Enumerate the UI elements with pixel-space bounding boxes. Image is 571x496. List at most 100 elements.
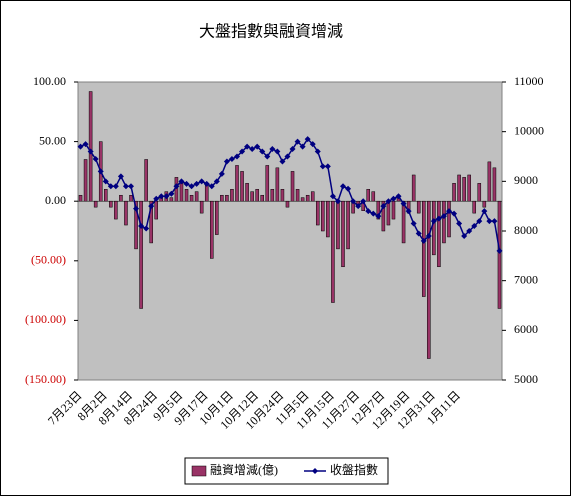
bar xyxy=(215,200,219,235)
bar xyxy=(240,171,244,202)
line-marker xyxy=(269,146,276,153)
line-marker xyxy=(324,163,331,170)
bar xyxy=(462,177,466,202)
bar xyxy=(437,200,441,268)
bar xyxy=(103,189,108,202)
line-marker xyxy=(390,195,397,202)
bar xyxy=(93,200,98,208)
line-marker xyxy=(345,185,352,192)
line-marker xyxy=(440,213,447,220)
bar xyxy=(341,200,345,268)
line-marker xyxy=(122,183,129,190)
line-marker xyxy=(299,143,306,150)
legend-label: 融資增減(億) xyxy=(210,462,278,477)
bar xyxy=(295,189,300,202)
line-marker xyxy=(350,198,357,205)
line-marker xyxy=(395,193,402,200)
bar xyxy=(326,200,330,238)
line-marker xyxy=(133,205,140,212)
bar xyxy=(285,200,290,208)
line-marker xyxy=(451,210,458,217)
bar xyxy=(467,174,471,202)
line-marker xyxy=(471,223,478,230)
line-marker xyxy=(173,183,180,190)
line-marker xyxy=(213,178,220,185)
line-marker xyxy=(375,213,382,220)
y-tick-label: (150.00) xyxy=(25,372,66,386)
bar xyxy=(199,200,204,214)
line-marker xyxy=(153,195,160,202)
line-marker xyxy=(112,183,119,190)
bar xyxy=(124,200,128,226)
line-marker xyxy=(279,158,286,165)
bar xyxy=(442,200,446,244)
bar xyxy=(270,189,275,202)
legend-label: 收盤指數 xyxy=(330,462,378,477)
y-tick-label: (50.00) xyxy=(31,253,66,267)
bar xyxy=(144,159,148,202)
bar xyxy=(179,183,184,202)
bar xyxy=(139,200,143,309)
line-marker xyxy=(289,146,296,153)
line-marker xyxy=(234,153,240,160)
line-marker xyxy=(218,170,225,177)
line-marker xyxy=(496,247,503,254)
bar xyxy=(209,200,214,259)
bar xyxy=(230,189,234,202)
bar xyxy=(321,200,325,232)
line-marker xyxy=(410,220,417,227)
y-tick-label: 100.00 xyxy=(33,74,66,88)
line-marker xyxy=(360,198,367,205)
line-marker xyxy=(415,230,422,237)
y-tick-label: 50.00 xyxy=(39,133,66,147)
line-marker xyxy=(158,193,165,200)
line-marker xyxy=(87,148,94,155)
bar xyxy=(391,200,396,220)
bar xyxy=(245,183,249,202)
y-tick-label: (100.00) xyxy=(25,312,66,326)
line-marker xyxy=(385,198,392,205)
line-marker xyxy=(223,158,230,165)
line-marker xyxy=(491,218,498,225)
line-marker xyxy=(102,178,109,185)
line-marker xyxy=(400,200,407,207)
bar xyxy=(225,194,229,202)
bar xyxy=(346,200,350,250)
bar xyxy=(129,194,133,202)
bar xyxy=(189,194,194,202)
line-marker xyxy=(466,228,473,234)
line-marker xyxy=(97,168,104,175)
bar xyxy=(401,200,406,244)
bar xyxy=(477,183,482,202)
line-marker xyxy=(193,180,200,187)
bar xyxy=(300,197,305,202)
legend-box xyxy=(184,457,389,485)
y2-tick-label: 10000 xyxy=(514,123,544,137)
line-marker xyxy=(259,148,266,155)
bar xyxy=(265,165,270,202)
bar xyxy=(78,194,83,202)
line-marker xyxy=(163,193,170,200)
legend-marker xyxy=(312,468,318,474)
line-marker xyxy=(456,220,463,227)
line-marker xyxy=(329,193,336,200)
bar xyxy=(83,159,88,202)
line-marker xyxy=(117,173,124,180)
bar xyxy=(457,174,461,202)
line-marker xyxy=(405,208,412,215)
bar xyxy=(255,189,259,202)
line-marker xyxy=(82,141,89,148)
line-marker xyxy=(183,180,190,187)
bar xyxy=(452,183,456,202)
y-tick-label: 0.00 xyxy=(45,193,66,207)
bar xyxy=(114,200,118,220)
line-marker xyxy=(148,203,155,210)
line-marker xyxy=(178,178,185,185)
line-marker xyxy=(294,138,301,145)
bar xyxy=(154,200,159,220)
plot-area xyxy=(77,81,503,381)
bar xyxy=(134,200,138,250)
bar xyxy=(290,171,295,202)
line-marker xyxy=(128,183,134,190)
